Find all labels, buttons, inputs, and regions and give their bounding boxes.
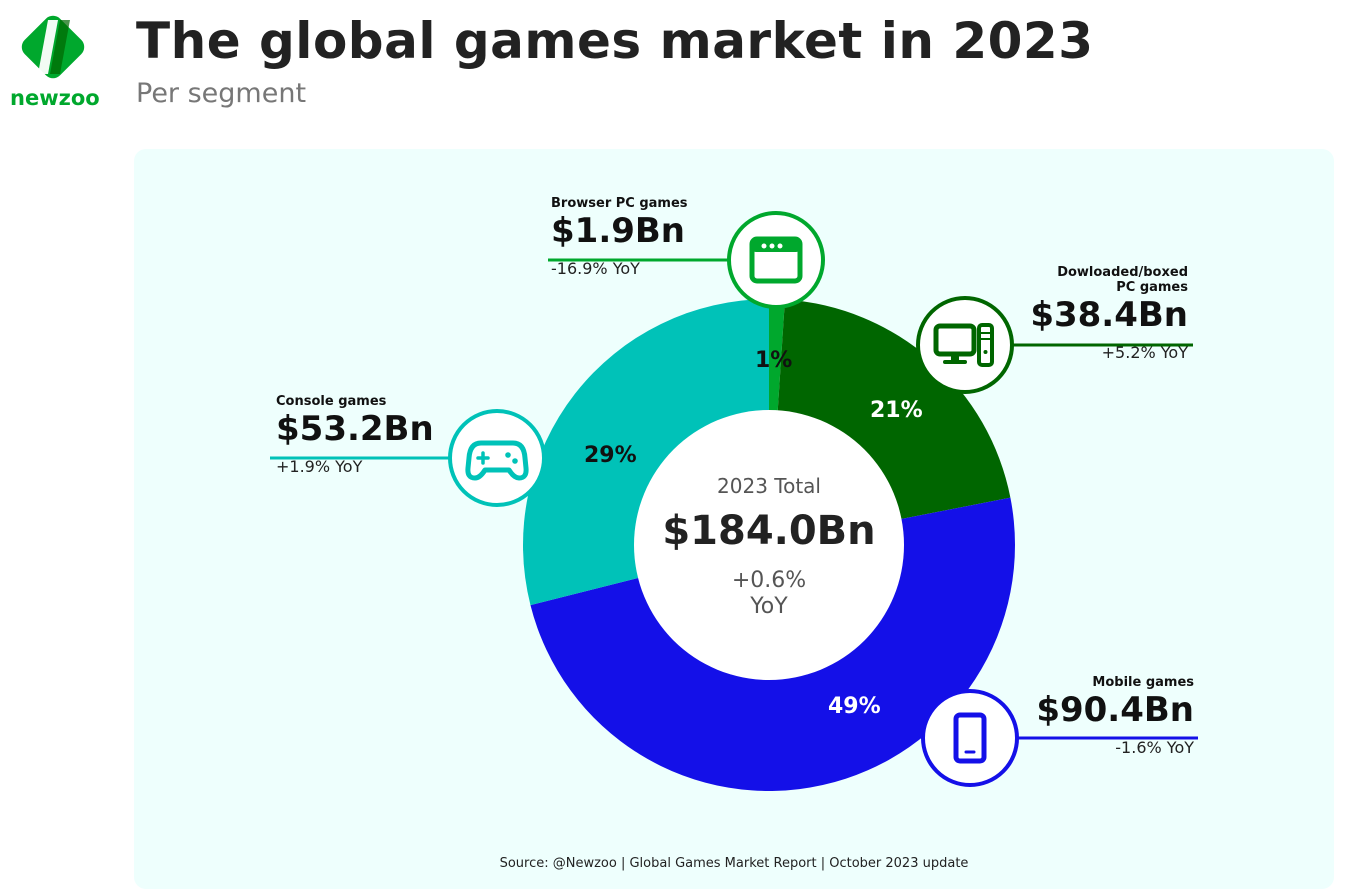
- page-subtitle: Per segment: [136, 78, 307, 109]
- logo-text: newzoo: [10, 86, 100, 110]
- segment-value: $53.2Bn: [276, 409, 434, 449]
- icon-badge-downloaded: [916, 296, 1014, 394]
- segment-console: Console games $53.2Bn +1.9% YoY: [276, 394, 434, 476]
- center-total: $184.0Bn: [662, 508, 876, 554]
- page-title: The global games market in 2023: [136, 12, 1094, 70]
- donut-hole: [634, 410, 904, 680]
- segment-value: $90.4Bn: [1036, 690, 1194, 730]
- center-label: 2023 Total: [717, 474, 821, 498]
- center-yoy-unit: YoY: [750, 594, 788, 619]
- center-yoy-value: +0.6%: [731, 568, 807, 593]
- segment-value: $1.9Bn: [551, 211, 686, 251]
- smartphone-icon: [953, 712, 987, 764]
- center-yoy: +0.6% YoY: [669, 568, 869, 620]
- segment-value: $38.4Bn: [1030, 295, 1188, 335]
- segment-yoy: +5.2% YoY: [1101, 343, 1188, 362]
- icon-badge-console: [448, 409, 546, 507]
- icon-badge-browser: [727, 211, 825, 309]
- segment-name-line1: Dowloaded/boxed: [1057, 265, 1188, 280]
- percent-label-browser: 1%: [755, 348, 793, 373]
- segment-mobile: Mobile games $90.4Bn -1.6% YoY: [1036, 675, 1194, 757]
- segment-browser: Browser PC games $1.9Bn -16.9% YoY: [551, 196, 688, 278]
- newzoo-logo-icon: [21, 15, 85, 79]
- segment-yoy: +1.9% YoY: [276, 457, 363, 476]
- desktop-computer-icon: [933, 323, 994, 367]
- segment-yoy: -16.9% YoY: [551, 259, 640, 278]
- segment-name: Mobile games: [1092, 675, 1194, 690]
- segment-name: Console games: [276, 394, 387, 409]
- segment-name-line2: PC games: [1116, 280, 1188, 295]
- segment-yoy: -1.6% YoY: [1115, 738, 1194, 757]
- browser-window-icon: [749, 236, 803, 284]
- segment-name: Browser PC games: [551, 196, 688, 211]
- source-note: Source: @Newzoo | Global Games Market Re…: [499, 856, 969, 871]
- percent-label-console: 29%: [584, 443, 637, 468]
- percent-label-mobile: 49%: [828, 694, 881, 719]
- percent-label-downloaded: 21%: [870, 398, 923, 423]
- segment-downloaded: Dowloaded/boxed PC games $38.4Bn +5.2% Y…: [1030, 265, 1188, 362]
- gamepad-icon: [465, 440, 529, 481]
- newzoo-logo: [14, 12, 92, 84]
- icon-badge-mobile: [921, 689, 1019, 787]
